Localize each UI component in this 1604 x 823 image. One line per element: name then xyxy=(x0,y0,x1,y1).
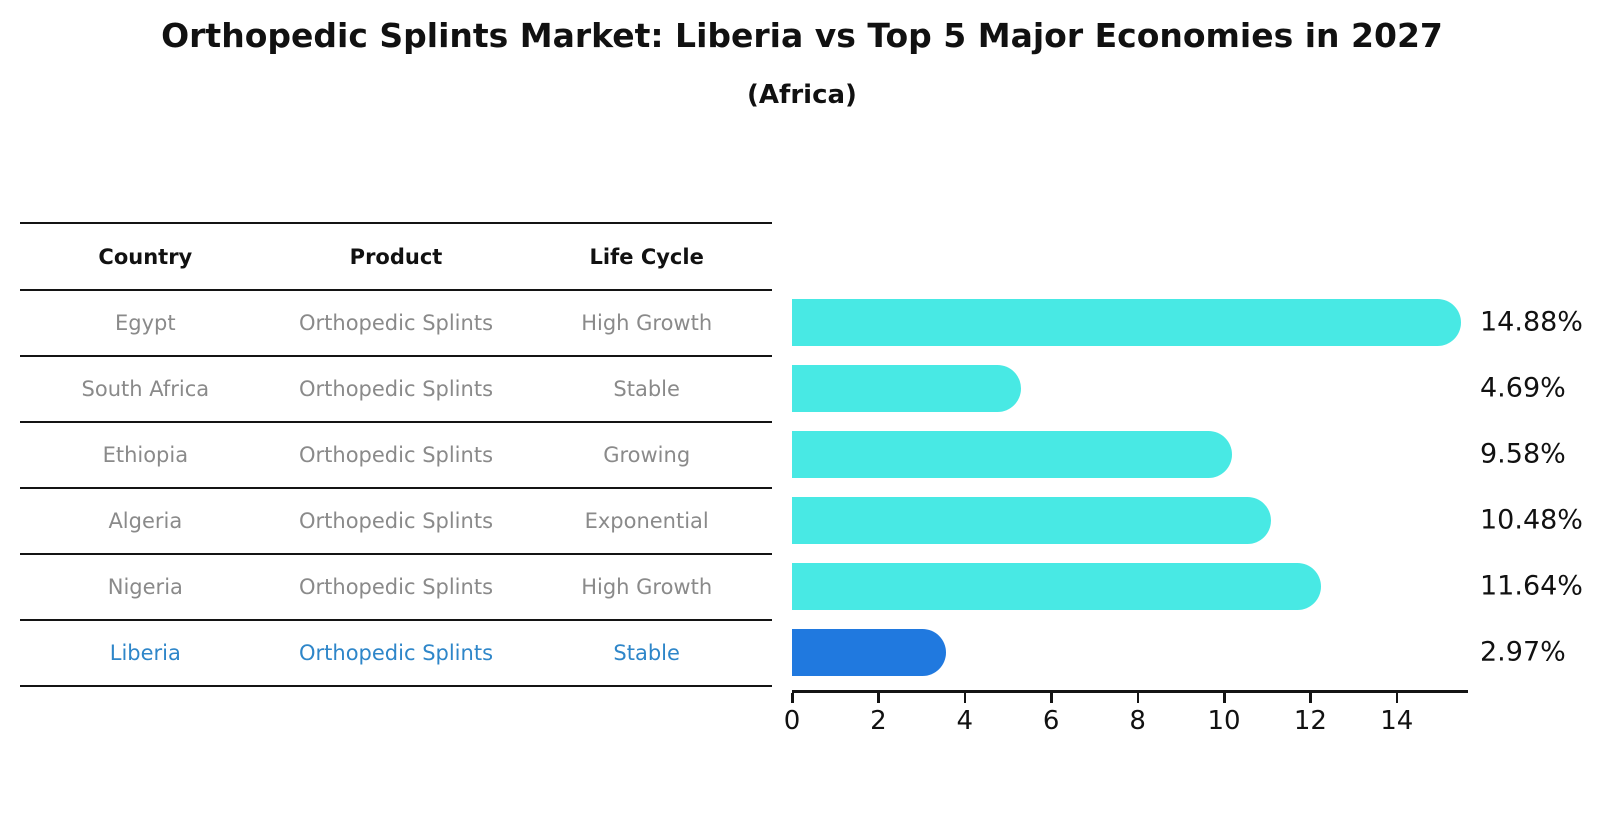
x-axis-tick xyxy=(1309,693,1312,703)
x-axis-tick-label: 8 xyxy=(1129,706,1146,736)
x-axis-tick-label: 0 xyxy=(783,706,801,736)
table-row: Liberia Orthopedic Splints Stable xyxy=(20,621,772,687)
x-axis-tick-label: 12 xyxy=(1293,706,1327,736)
chart-title: Orthopedic Splints Market: Liberia vs To… xyxy=(161,16,1443,55)
bar-value-label: 14.88% xyxy=(1480,306,1583,338)
x-axis-tick-label: 10 xyxy=(1207,706,1241,736)
table-row: Egypt Orthopedic Splints High Growth xyxy=(20,291,772,357)
x-axis-tick xyxy=(1136,693,1140,703)
bar-nigeria xyxy=(792,562,1321,610)
bar-egypt xyxy=(792,298,1461,346)
table-cell-life-cycle: High Growth xyxy=(581,311,713,335)
bar-value-label: 10.48% xyxy=(1480,504,1583,536)
table-header-row: Country Product Life Cycle xyxy=(20,224,772,291)
table-cell-product: Orthopedic Splints xyxy=(299,377,494,401)
bar-value-label: 11.64% xyxy=(1480,570,1583,602)
bar-value-label: 9.58% xyxy=(1480,438,1566,470)
table-cell-product: Orthopedic Splints xyxy=(299,641,494,665)
chart-subtitle: (Africa) xyxy=(747,80,857,110)
x-axis-tick-label: 2 xyxy=(870,706,887,736)
x-axis-tick xyxy=(1050,693,1053,703)
bar-value-label: 2.97% xyxy=(1480,636,1566,668)
bar-liberia-highlight xyxy=(792,628,947,676)
bar-value-label: 4.69% xyxy=(1480,372,1566,404)
table-cell-life-cycle: Stable xyxy=(613,641,680,665)
table-body: Egypt Orthopedic Splints High Growth South … xyxy=(20,291,772,687)
country-table: Country Product Life Cycle Egypt Orthoped… xyxy=(20,222,772,687)
table-cell-country: Ethiopia xyxy=(102,443,189,467)
table-cell-country: Nigeria xyxy=(107,575,183,599)
table-cell-country: Egypt xyxy=(115,311,176,335)
table-cell-life-cycle: Growing xyxy=(603,443,691,467)
table-row: South Africa Orthopedic Splints Stable xyxy=(20,357,772,423)
x-axis-tick xyxy=(1223,693,1226,703)
table-header-life-cycle: Life Cycle xyxy=(589,244,704,269)
x-axis-tick-label: 4 xyxy=(956,706,974,736)
table-cell-life-cycle: Stable xyxy=(613,377,680,401)
table-cell-life-cycle: Exponential xyxy=(584,509,709,533)
x-axis-tick-label: 14 xyxy=(1380,706,1414,736)
bar-ethiopia xyxy=(792,430,1232,478)
table-row: Nigeria Orthopedic Splints High Growth xyxy=(20,555,772,621)
x-axis-tick-label: 6 xyxy=(1042,706,1060,736)
x-axis-tick xyxy=(791,693,794,703)
table-cell-country: Liberia xyxy=(109,641,181,665)
table-header-country: Country xyxy=(98,244,193,269)
table-cell-product: Orthopedic Splints xyxy=(299,311,494,335)
table-row: Algeria Orthopedic Splints Exponential xyxy=(20,489,772,555)
bar-algeria xyxy=(792,496,1271,544)
x-axis-line xyxy=(792,690,1468,693)
bar-south-africa xyxy=(792,364,1021,412)
table-cell-life-cycle: High Growth xyxy=(581,575,713,599)
table-cell-country: South Africa xyxy=(81,377,210,401)
x-axis-tick xyxy=(963,693,967,703)
x-axis-tick xyxy=(877,693,880,703)
table-cell-product: Orthopedic Splints xyxy=(299,509,494,533)
x-axis-tick xyxy=(1395,693,1399,703)
table-row: Ethiopia Orthopedic Splints Growing xyxy=(20,423,772,489)
table-cell-country: Algeria xyxy=(108,509,183,533)
table-header-product: Product xyxy=(349,244,443,269)
table-cell-product: Orthopedic Splints xyxy=(299,575,494,599)
table-cell-product: Orthopedic Splints xyxy=(299,443,494,467)
